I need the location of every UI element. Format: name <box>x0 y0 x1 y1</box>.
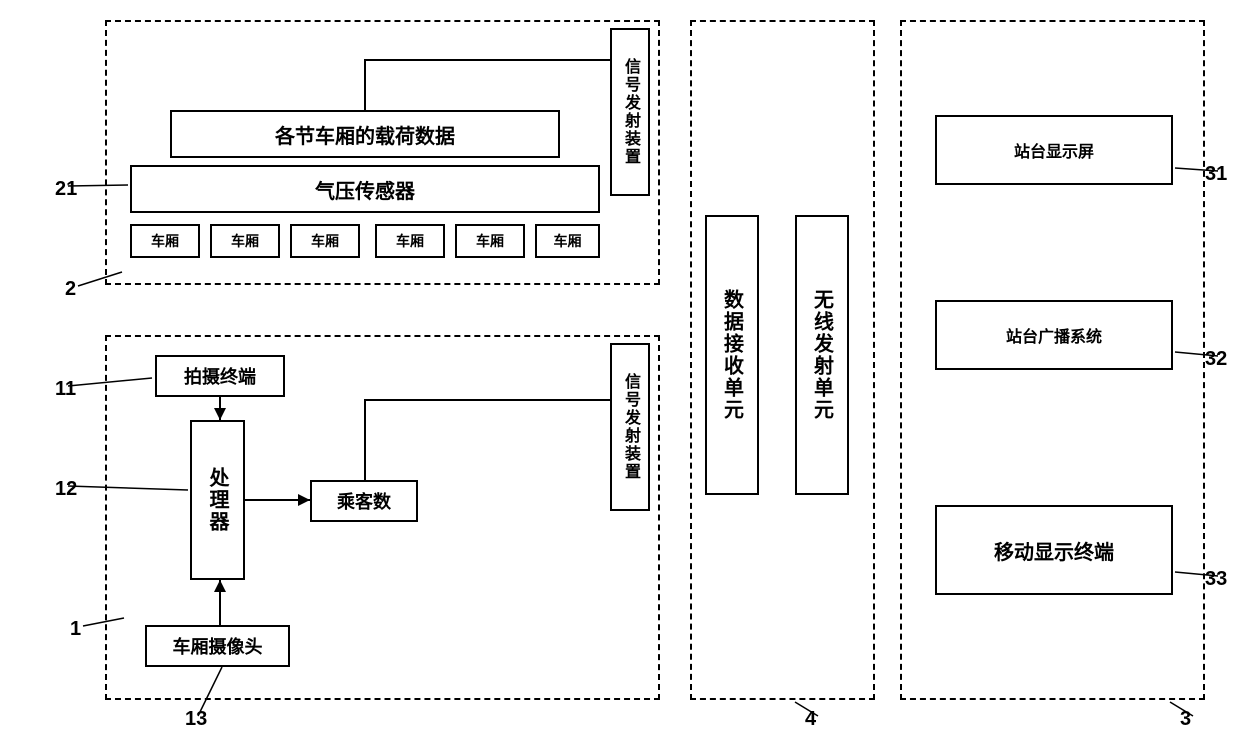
ref-label-r13: 13 <box>185 708 207 731</box>
node-label: 数据接收单元 <box>718 289 747 421</box>
node-mobile: 移动显示终端 <box>935 505 1173 595</box>
node-camera_term: 拍摄终端 <box>155 355 285 397</box>
ref-label-r11: 11 <box>55 378 76 401</box>
node-tx_top: 信号发射装置 <box>610 28 650 196</box>
node-label: 信号发射装置 <box>618 58 642 166</box>
ref-label-r32: 32 <box>1205 348 1227 371</box>
node-label: 车厢 <box>554 231 582 251</box>
ref-label-r33: 33 <box>1205 568 1227 591</box>
node-label: 车厢 <box>396 231 424 251</box>
node-display: 站台显示屏 <box>935 115 1173 185</box>
node-tx_bot: 信号发射装置 <box>610 343 650 511</box>
node-passengers: 乘客数 <box>310 480 418 522</box>
ref-label-r2: 2 <box>65 278 76 301</box>
node-car3: 车厢 <box>290 224 360 258</box>
node-label: 车厢 <box>311 231 339 251</box>
node-label: 无线发射单元 <box>808 289 837 421</box>
node-wtx_unit: 无线发射单元 <box>795 215 849 495</box>
node-rx_unit: 数据接收单元 <box>705 215 759 495</box>
node-label: 站台广播系统 <box>1006 323 1102 347</box>
node-car2: 车厢 <box>210 224 280 258</box>
node-label: 车厢 <box>476 231 504 251</box>
ref-label-r12: 12 <box>55 478 77 501</box>
node-label: 车厢摄像头 <box>173 633 263 659</box>
node-car4: 车厢 <box>375 224 445 258</box>
node-car6: 车厢 <box>535 224 600 258</box>
node-label: 乘客数 <box>337 488 391 514</box>
node-label: 车厢 <box>151 231 179 251</box>
node-car5: 车厢 <box>455 224 525 258</box>
node-label: 各节车厢的载荷数据 <box>275 120 455 149</box>
node-label: 站台显示屏 <box>1014 138 1094 162</box>
ref-label-r1: 1 <box>70 618 81 641</box>
node-label: 移动显示终端 <box>994 536 1114 565</box>
ref-label-r31: 31 <box>1205 163 1227 186</box>
node-processor: 处理器 <box>190 420 245 580</box>
node-car_cam: 车厢摄像头 <box>145 625 290 667</box>
node-pressure: 气压传感器 <box>130 165 600 213</box>
node-load_data: 各节车厢的载荷数据 <box>170 110 560 158</box>
ref-label-r3: 3 <box>1180 708 1191 731</box>
ref-label-r21: 21 <box>55 178 77 201</box>
node-label: 处理器 <box>203 467 232 533</box>
node-broadcast: 站台广播系统 <box>935 300 1173 370</box>
node-label: 信号发射装置 <box>618 373 642 481</box>
node-label: 车厢 <box>231 231 259 251</box>
node-label: 拍摄终端 <box>184 363 256 389</box>
node-car1: 车厢 <box>130 224 200 258</box>
ref-label-r4: 4 <box>805 708 816 731</box>
node-label: 气压传感器 <box>315 175 415 204</box>
